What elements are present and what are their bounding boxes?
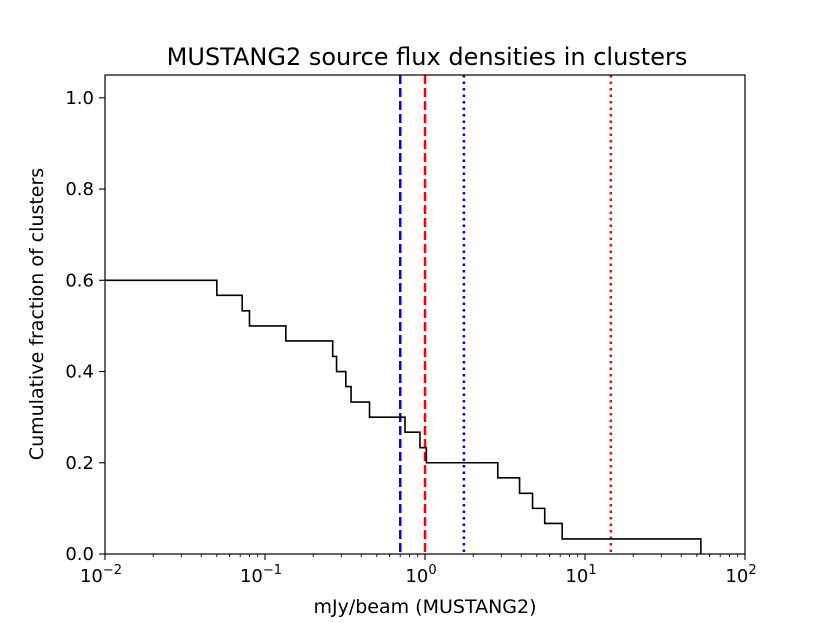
plot-area xyxy=(104,74,746,555)
x-tick-label: 101 xyxy=(565,563,596,587)
y-tick-label: 0.4 xyxy=(65,362,94,383)
vlines-layer xyxy=(398,75,613,554)
x-axis: 10−2 10−1 100 101 102 xyxy=(80,554,757,587)
y-tick-label: 0.8 xyxy=(65,179,94,200)
y-tick-label: 0.6 xyxy=(65,270,94,291)
x-tick-label: 102 xyxy=(725,563,756,587)
y-axis-label: Cumulative fraction of clusters xyxy=(26,168,48,460)
x-tick-label: 100 xyxy=(405,563,436,587)
x-tick-label: 10−2 xyxy=(80,563,122,587)
y-tick-label: 1.0 xyxy=(65,88,94,109)
cumulative-step-line xyxy=(105,279,702,554)
y-tick-label: 0.2 xyxy=(65,453,94,474)
x-tick-label: 10−1 xyxy=(240,563,282,587)
series-layer xyxy=(105,279,702,554)
y-tick-label: 0.0 xyxy=(65,544,94,565)
chart-title: MUSTANG2 source flux densities in cluste… xyxy=(167,43,688,71)
x-axis-label: mJy/beam (MUSTANG2) xyxy=(313,596,536,618)
y-axis: 0.0 0.2 0.4 0.6 0.8 1.0 xyxy=(65,88,105,565)
